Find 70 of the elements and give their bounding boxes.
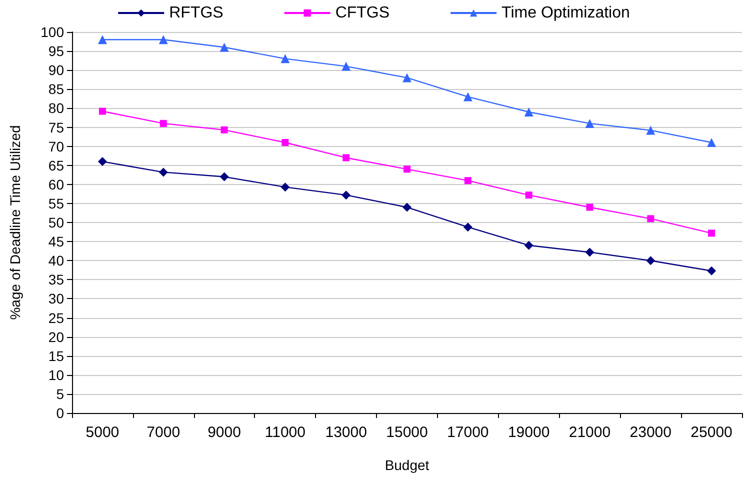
y-tick-label: 40 bbox=[48, 252, 64, 269]
y-tick-label: 15 bbox=[48, 348, 64, 364]
point bbox=[524, 108, 534, 117]
legend-label: RFTGS bbox=[169, 4, 224, 22]
point bbox=[282, 138, 289, 146]
x-tick-label: 15000 bbox=[386, 424, 428, 441]
y-tick-label: 80 bbox=[48, 100, 64, 116]
point bbox=[402, 73, 412, 82]
x-tick-label: 11000 bbox=[264, 424, 306, 441]
point bbox=[220, 172, 229, 182]
x-tick-label: 19000 bbox=[508, 424, 550, 441]
legend-label: CFTGS bbox=[335, 4, 390, 22]
x-tick-label: 13000 bbox=[325, 424, 367, 441]
point bbox=[342, 190, 351, 200]
y-tick-label: 100 bbox=[40, 24, 64, 40]
y-tick-label: 85 bbox=[48, 81, 64, 98]
point bbox=[463, 222, 472, 232]
y-axis-title: %age of Deadline Time Utilized bbox=[7, 125, 23, 320]
point bbox=[586, 204, 594, 211]
point bbox=[464, 177, 472, 184]
y-tick-label: 25 bbox=[48, 310, 64, 326]
point bbox=[524, 240, 534, 250]
point bbox=[158, 35, 168, 44]
point bbox=[585, 118, 594, 128]
point bbox=[404, 166, 410, 173]
y-tick-label: 35 bbox=[48, 272, 64, 288]
legend-label: Time Optimization bbox=[502, 4, 630, 22]
x-tick-label: 21000 bbox=[568, 424, 611, 441]
point bbox=[646, 126, 656, 135]
y-tick-label: 75 bbox=[48, 119, 64, 136]
point bbox=[647, 215, 654, 222]
y-tick-label: 55 bbox=[48, 195, 64, 212]
point bbox=[220, 42, 229, 52]
y-tick-label: 65 bbox=[48, 157, 64, 174]
x-axis-title: Budget bbox=[384, 457, 430, 473]
y-tick-label: 20 bbox=[48, 328, 64, 345]
point bbox=[707, 266, 716, 276]
point bbox=[707, 138, 716, 147]
point bbox=[585, 248, 594, 257]
x-tick-label: 7000 bbox=[146, 424, 180, 441]
point bbox=[525, 192, 532, 199]
point bbox=[98, 35, 107, 44]
point bbox=[98, 157, 107, 166]
y-tick-label: 90 bbox=[48, 62, 64, 78]
point bbox=[342, 62, 351, 71]
y-tick-label: 5 bbox=[56, 386, 64, 402]
y-tick-label: 30 bbox=[48, 290, 64, 307]
point bbox=[280, 182, 290, 192]
point bbox=[342, 154, 350, 162]
x-tick-label: 5000 bbox=[86, 424, 120, 441]
x-tick-label: 25000 bbox=[690, 424, 732, 441]
point bbox=[402, 202, 412, 212]
y-tick-label: 60 bbox=[48, 176, 64, 192]
x-tick-label: 23000 bbox=[630, 424, 672, 441]
point bbox=[98, 108, 106, 115]
y-tick-label: 95 bbox=[48, 43, 64, 60]
point bbox=[708, 230, 716, 237]
y-tick-label: 0 bbox=[56, 405, 64, 421]
point bbox=[160, 120, 167, 127]
x-tick-label: 9000 bbox=[208, 424, 241, 441]
point bbox=[280, 54, 290, 64]
point bbox=[220, 126, 228, 134]
y-tick-label: 45 bbox=[48, 234, 64, 250]
point bbox=[463, 92, 472, 102]
y-tick-label: 70 bbox=[48, 138, 64, 154]
y-tick-label: 10 bbox=[48, 366, 64, 383]
y-tick-label: 50 bbox=[48, 214, 64, 230]
point bbox=[646, 256, 656, 266]
point bbox=[158, 168, 168, 177]
x-tick-label: 17000 bbox=[447, 424, 489, 441]
